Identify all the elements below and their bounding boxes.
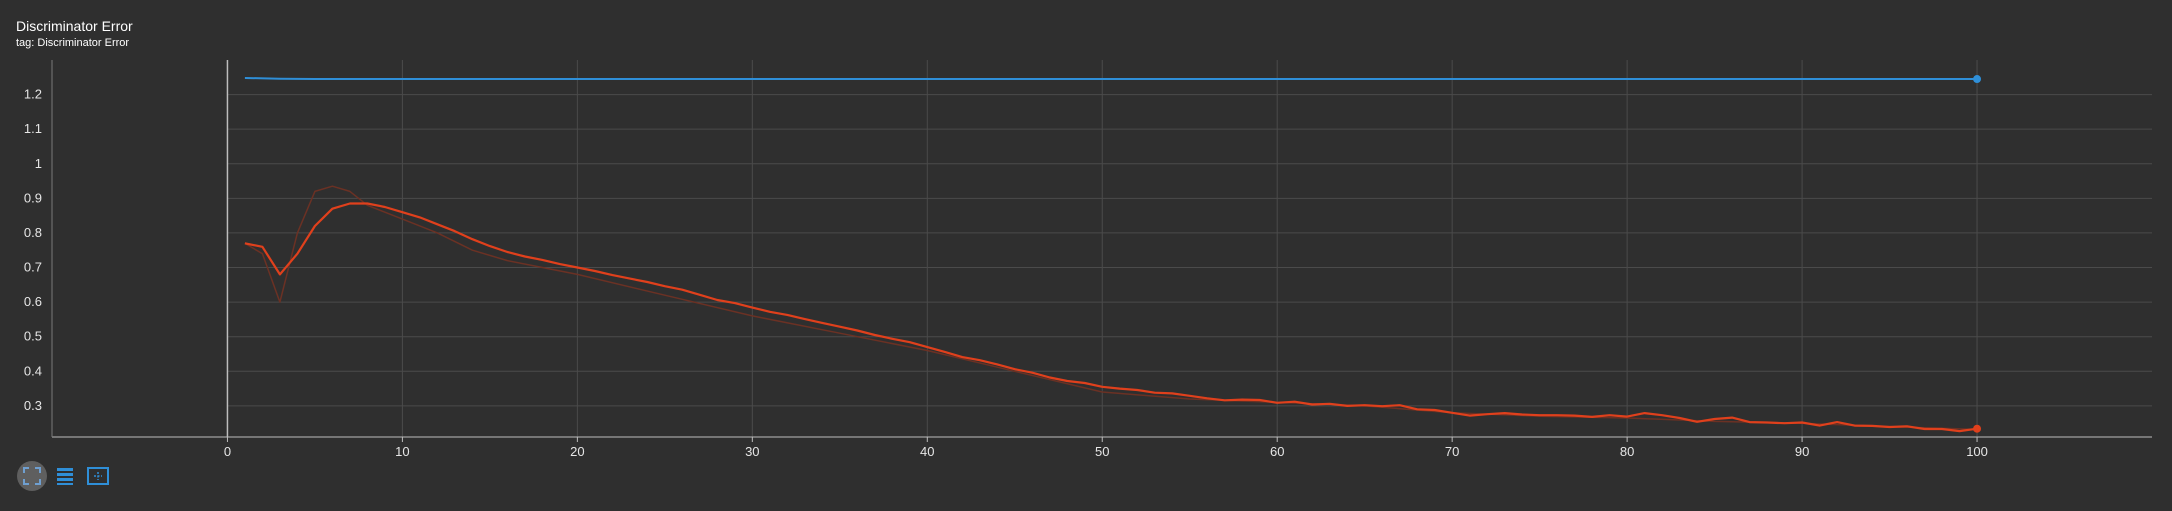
y-tick-label: 0.7 bbox=[24, 260, 42, 275]
y-tick-label: 0.8 bbox=[24, 225, 42, 240]
line-chart: 0.3 0.4 0.5 0.6 0.7 0.8 0.9 1 1.1 1.2 0 10 20 30 40 50 6… bbox=[24, 60, 2152, 459]
y-tick-label: 0.6 bbox=[24, 294, 42, 309]
y-tick-label: 1.1 bbox=[24, 121, 42, 136]
x-tick-label: 20 bbox=[570, 444, 584, 459]
y-tick-label: 0.4 bbox=[24, 363, 42, 378]
zoom-select-icon bbox=[87, 467, 109, 485]
y-tick-label: 0.9 bbox=[24, 190, 42, 205]
x-tick-label: 30 bbox=[745, 444, 759, 459]
y-tick-label: 1.2 bbox=[24, 87, 42, 102]
y-tick-label: 1 bbox=[35, 156, 42, 171]
fit-domain-button[interactable] bbox=[17, 461, 47, 491]
chart-tag-subtitle: tag: Discriminator Error bbox=[16, 37, 130, 49]
x-tick-label: 70 bbox=[1445, 444, 1459, 459]
x-tick-label: 40 bbox=[920, 444, 934, 459]
series-layer bbox=[244, 75, 1982, 433]
series-endpoint-red[interactable] bbox=[1973, 424, 1982, 433]
x-tick-label: 60 bbox=[1270, 444, 1284, 459]
fit-domain-icon bbox=[23, 467, 41, 485]
grid-layer bbox=[227, 60, 2152, 437]
y-tick-label: 0.3 bbox=[24, 398, 42, 413]
x-tick-label: 90 bbox=[1795, 444, 1809, 459]
series-line-blue bbox=[244, 77, 1977, 80]
x-tick-label: 100 bbox=[1966, 444, 1988, 459]
series-line-red bbox=[244, 202, 1978, 433]
y-tick-label: 0.5 bbox=[24, 329, 42, 344]
series-line-red-raw bbox=[244, 185, 1978, 431]
x-tick-label: 0 bbox=[224, 444, 231, 459]
x-tick-label: 10 bbox=[395, 444, 409, 459]
zoom-select-button[interactable] bbox=[83, 461, 113, 491]
tick-label-layer: 0.3 0.4 0.5 0.6 0.7 0.8 0.9 1 1.1 1.2 0 10 20 30 40 50 6… bbox=[24, 87, 1988, 459]
series-endpoint-blue[interactable] bbox=[1973, 75, 1982, 84]
chart-title: Discriminator Error bbox=[16, 18, 133, 34]
log-scale-icon bbox=[57, 468, 73, 485]
x-tick-label: 50 bbox=[1095, 444, 1109, 459]
x-tick-label: 80 bbox=[1620, 444, 1634, 459]
axis-layer bbox=[51, 60, 2152, 442]
log-scale-button[interactable] bbox=[50, 461, 80, 491]
